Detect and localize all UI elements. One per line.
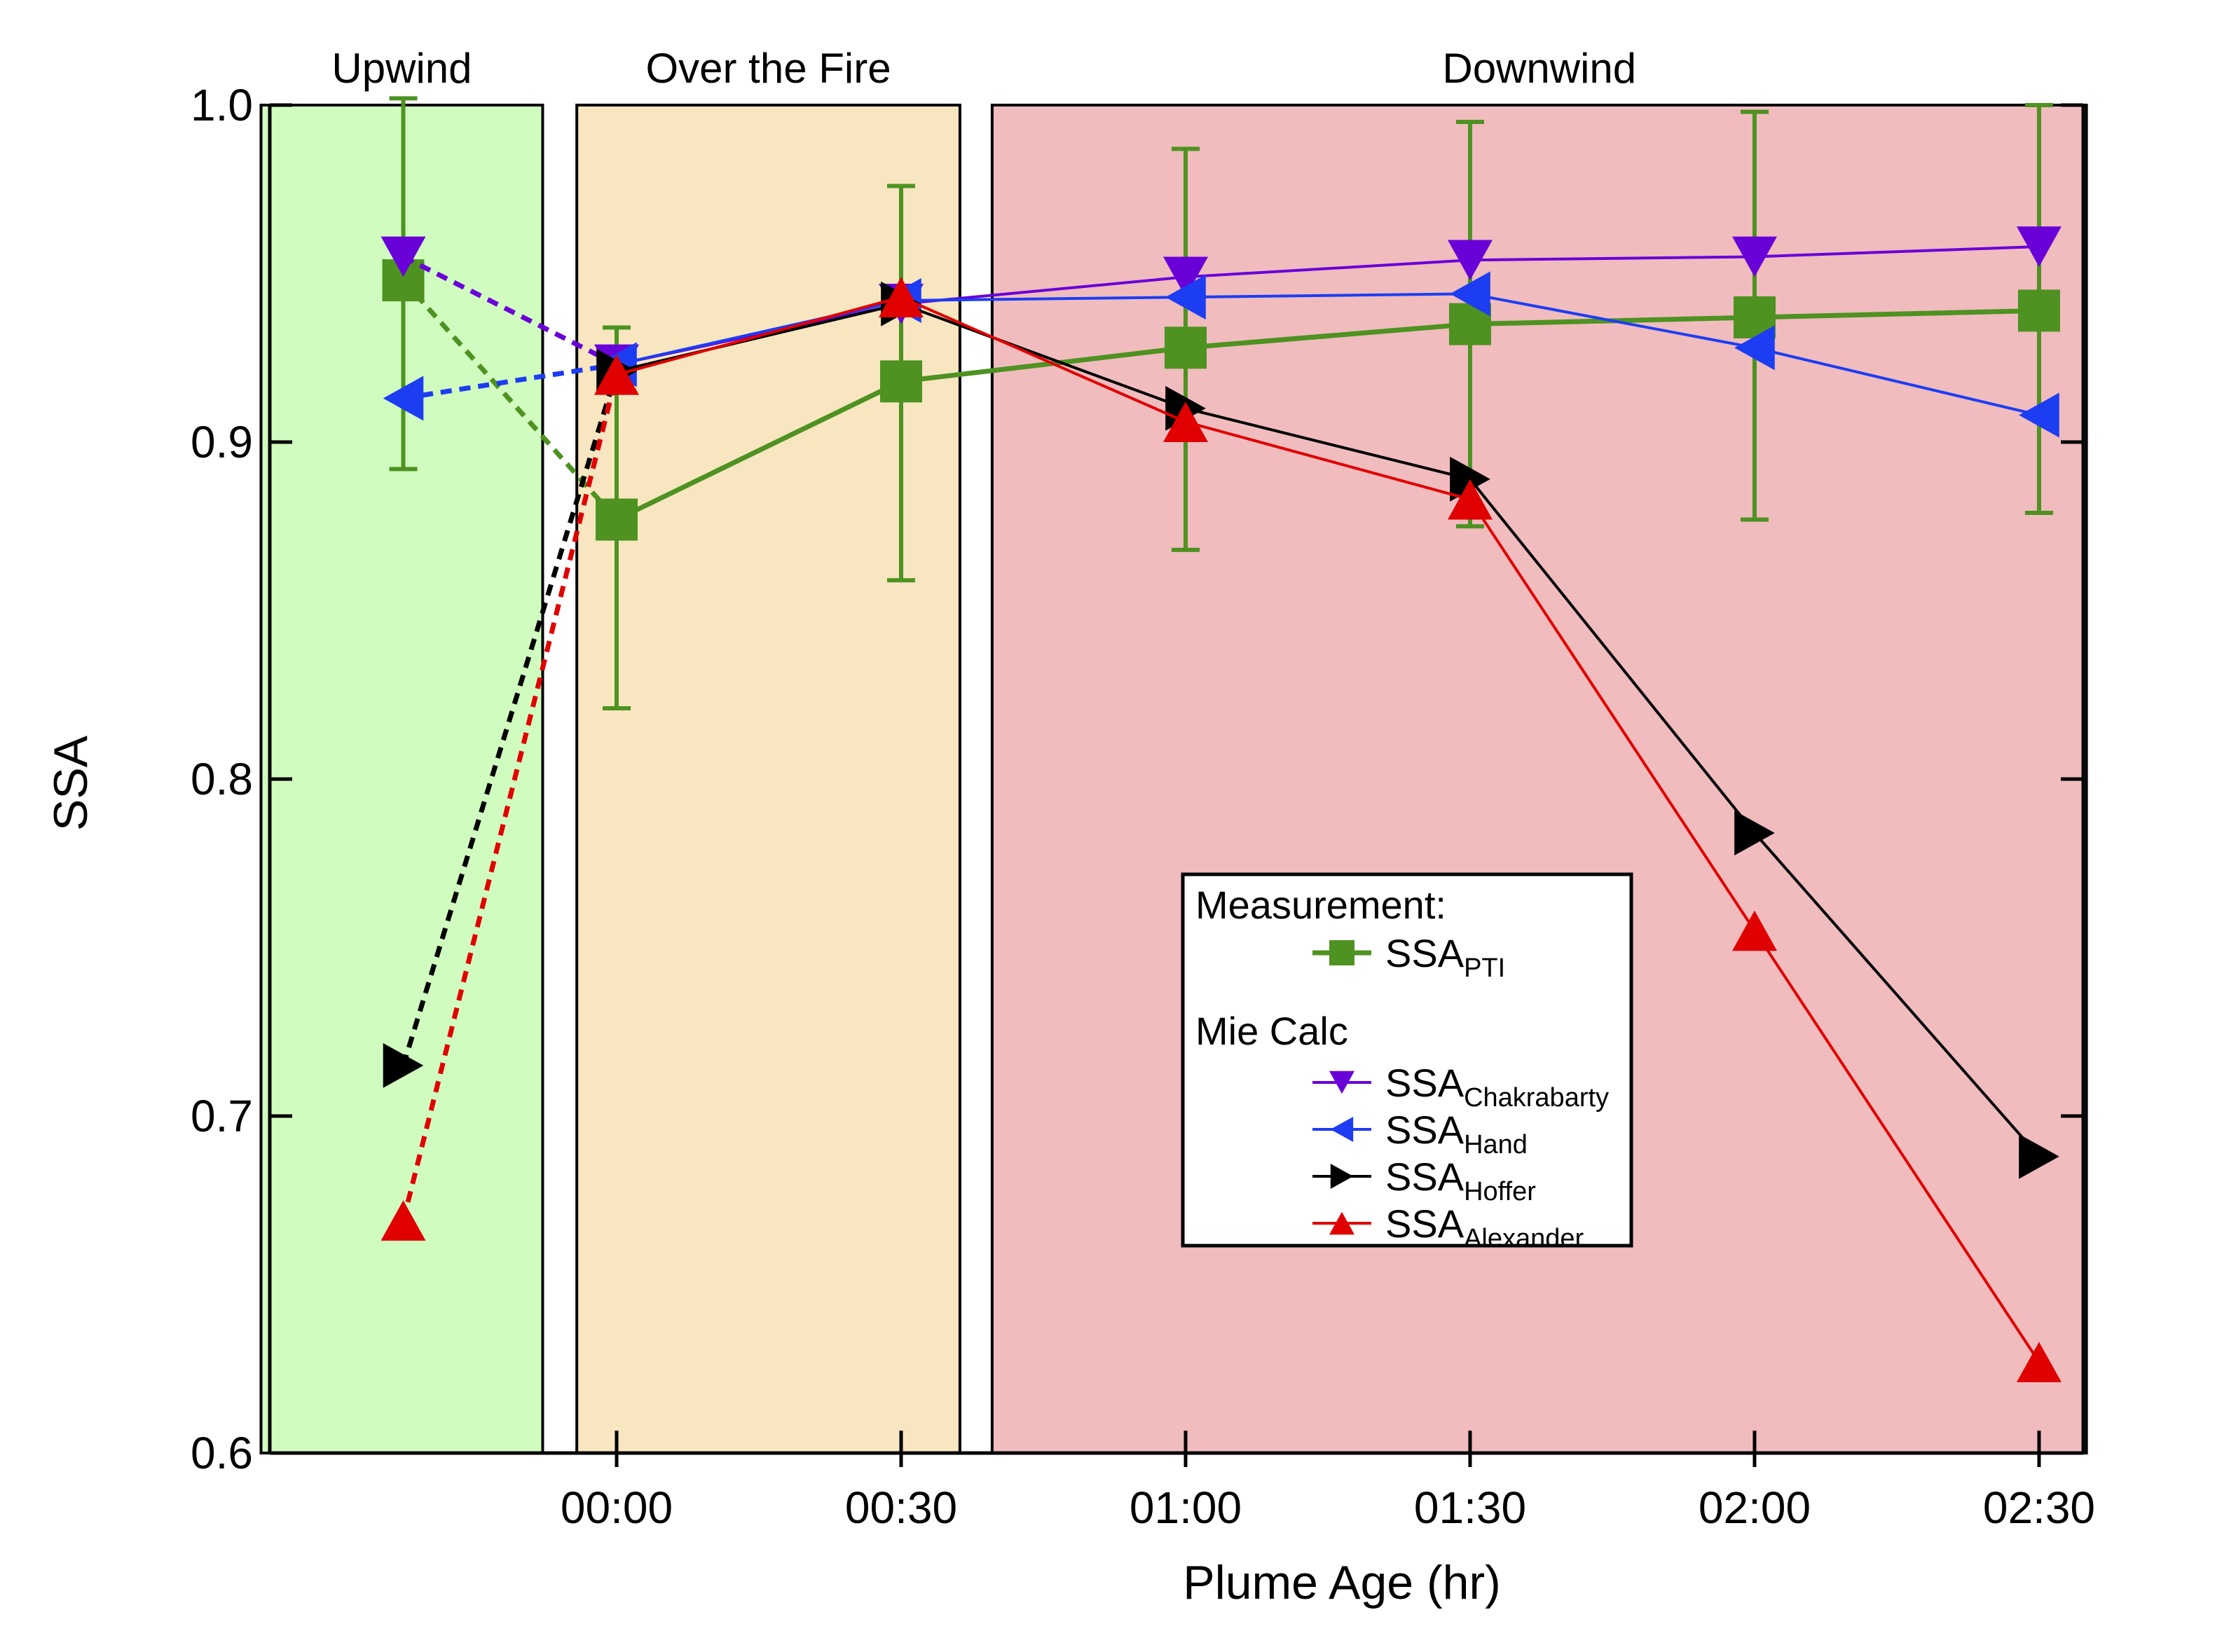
legend-subscript-chakrabarty: Chakrabarty <box>1464 1083 1609 1113</box>
series-layer <box>380 96 2062 1382</box>
series-hand-upwind-connector <box>402 362 617 401</box>
series-chakrabarty-upwind-connector <box>402 254 618 367</box>
x-tick-label-2: 01:00 <box>1130 1482 1242 1533</box>
x-tick-label-0: 00:00 <box>561 1482 673 1533</box>
y-tick-label-2: 0.8 <box>191 754 253 804</box>
region-label-1: Over the Fire <box>645 45 891 92</box>
series-hoffer-point-5 <box>2019 1134 2059 1179</box>
series-hoffer-upwind-connector <box>401 370 619 1066</box>
series-hoffer-point-upwind <box>383 1042 424 1088</box>
legend-heading-mie: Mie Calc <box>1195 1009 1348 1053</box>
series-alexander-point-2 <box>1162 401 1208 442</box>
y-tick-label-4: 1.0 <box>191 80 253 130</box>
x-axis-title: Plume Age (hr) <box>1183 1556 1501 1609</box>
x-tick-label-1: 00:30 <box>845 1482 957 1533</box>
legend-box <box>1181 872 1633 1248</box>
legend-subscript-hand: Hand <box>1464 1130 1528 1159</box>
legend-marker-pti <box>1329 940 1354 965</box>
series-alexander-point-5 <box>2016 1342 2062 1382</box>
series-hand-point-5 <box>2019 392 2059 438</box>
series-alexander <box>380 277 2062 1382</box>
series-hand-point-3 <box>1450 271 1490 317</box>
region-label-0: Upwind <box>331 45 472 92</box>
plot-regions <box>259 104 2088 1454</box>
legend-subscript-alexander: Alexander <box>1464 1224 1584 1253</box>
series-hand-point-upwind <box>383 376 424 421</box>
legend-label-hand: SSAHand <box>1385 1108 1528 1159</box>
legend-entries: SSAPTISSAChakrabartySSAHandSSAHofferSSAA… <box>1312 931 1609 1253</box>
x-tick-label-3: 01:30 <box>1414 1482 1526 1533</box>
y-tick-label-3: 0.9 <box>191 417 253 467</box>
series-hoffer-point-4 <box>1734 810 1775 855</box>
series-alexander-point-4 <box>1731 910 1777 951</box>
series-alexander-upwind-connector <box>401 373 619 1221</box>
x-tick-label-5: 02:30 <box>1983 1482 2095 1533</box>
legend-marker-hoffer <box>1330 1164 1354 1189</box>
series-hoffer-line <box>616 302 2040 1158</box>
series-pti-point-5 <box>2017 289 2060 332</box>
y-axis-title: SSA <box>44 735 97 831</box>
region-labels: Upwind Over the Fire Downwind <box>331 45 1636 92</box>
series-chakrabarty-point-4 <box>1731 236 1777 277</box>
series-chakrabarty-point-5 <box>2016 226 2062 267</box>
legend-subscript-hoffer: Hoffer <box>1464 1177 1536 1206</box>
series-alexander-line <box>616 296 2040 1363</box>
y-tick-label-1: 0.7 <box>191 1091 253 1141</box>
legend-entry-hand: SSAHand <box>1312 1108 1528 1159</box>
y-tick-label-0: 0.6 <box>191 1428 253 1478</box>
series-alexander-point-upwind <box>380 1200 426 1241</box>
series-chakrabarty-point-upwind <box>380 236 426 277</box>
legend-marker-hand <box>1330 1117 1354 1142</box>
legend-marker-chakrabarty <box>1329 1071 1354 1094</box>
series-pti-point-1 <box>879 360 922 403</box>
series-hoffer-point-3 <box>1450 456 1490 502</box>
series-alexander-point-3 <box>1447 479 1493 520</box>
series-pti-line <box>615 308 2040 522</box>
series-alexander-point-1 <box>878 277 924 317</box>
series-chakrabarty-point-3 <box>1447 240 1493 281</box>
series-pti-point-0 <box>596 498 638 541</box>
series-hand-point-4 <box>1734 325 1775 371</box>
axes: 0.6 0.7 0.8 0.9 1.0 00:00 00:30 01:00 01:30 02:00… <box>191 80 2095 1533</box>
series-hand-point-2 <box>1165 275 1206 320</box>
region-label-2: Downwind <box>1442 45 1636 92</box>
legend-heading-measurement: Measurement: <box>1195 883 1446 927</box>
series-pti-point-2 <box>1164 326 1207 369</box>
series-chakrabarty-point-2 <box>1162 256 1208 298</box>
series-alexander-point-0 <box>594 355 639 395</box>
legend-subscript-pti: PTI <box>1464 954 1505 983</box>
legend: Measurement: Mie Calc SSAPTISSAChakrabar… <box>1181 872 1633 1253</box>
x-tick-label-4: 02:00 <box>1699 1482 1811 1533</box>
legend-marker-alexander <box>1329 1211 1354 1235</box>
